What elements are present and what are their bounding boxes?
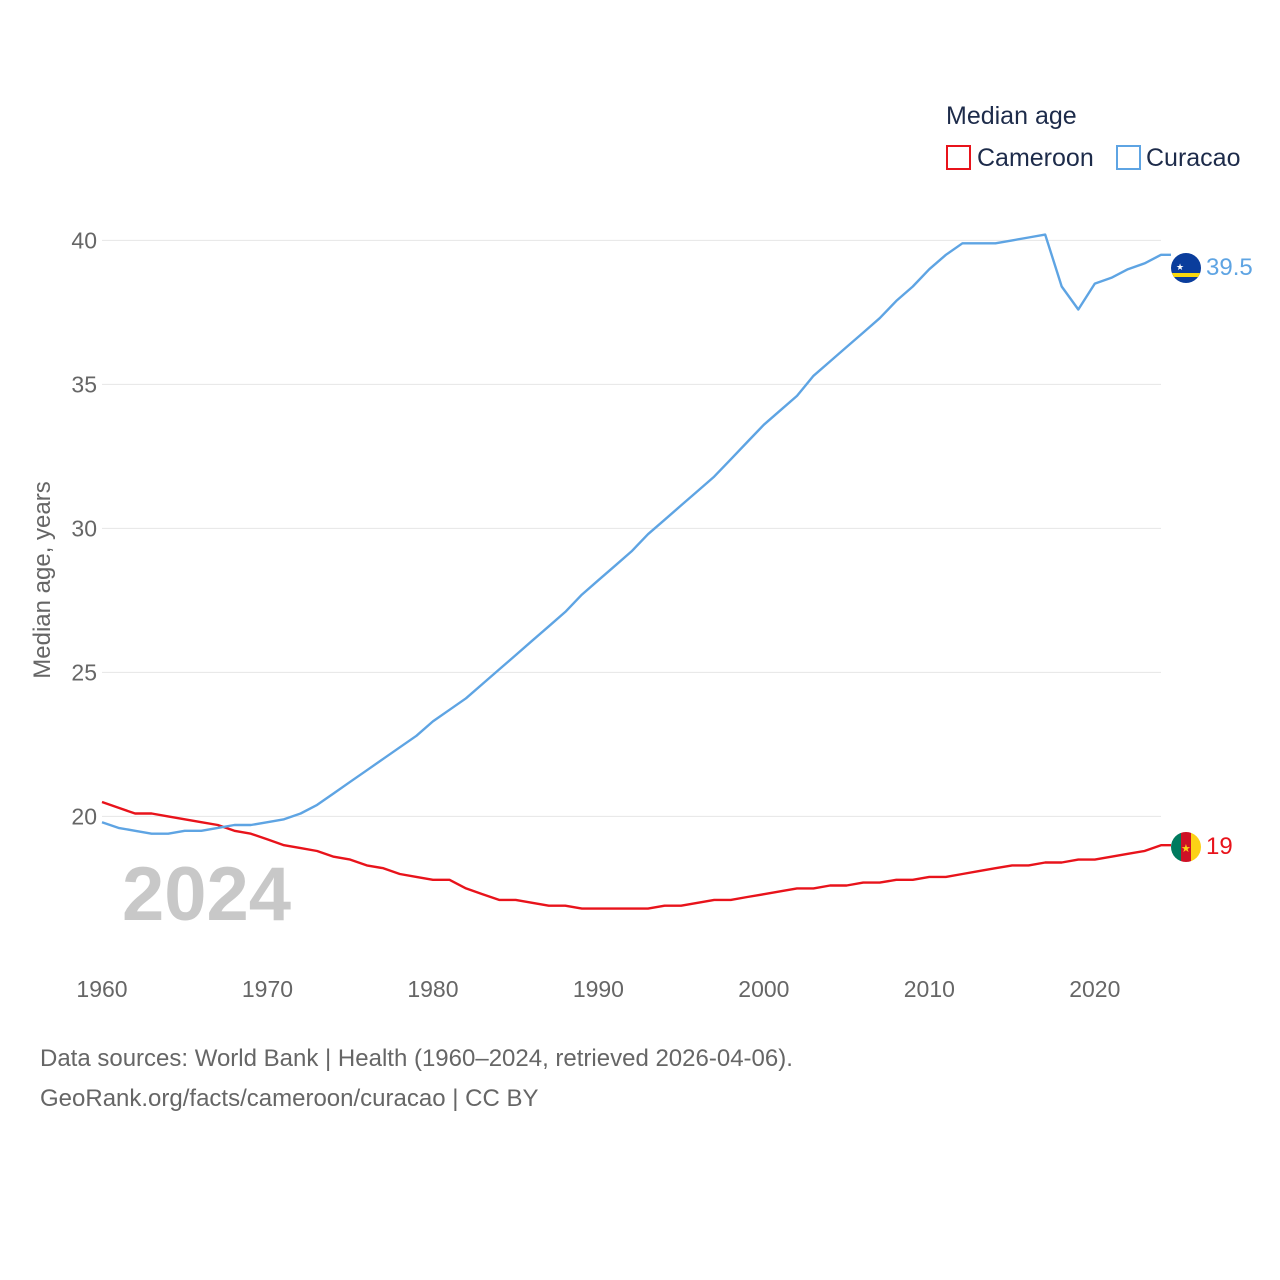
y-tick-label-35: 35 xyxy=(71,371,97,397)
legend-label-cameroon: Cameroon xyxy=(977,144,1094,172)
series-line-curacao[interactable] xyxy=(101,233,1171,835)
x-tick-label-1990: 1990 xyxy=(573,976,624,1002)
svg-text:★: ★ xyxy=(1176,263,1184,273)
x-tick-label-1980: 1980 xyxy=(407,976,458,1002)
legend-swatch-cameroon xyxy=(946,145,971,170)
x-tick-label-1970: 1970 xyxy=(242,976,293,1002)
x-tick-label-2000: 2000 xyxy=(738,976,789,1002)
legend-item-curacao[interactable]: Curacao xyxy=(1116,144,1241,172)
x-tick-label-1960: 1960 xyxy=(76,976,127,1002)
legend-swatch-curacao xyxy=(1116,145,1141,170)
series-lines xyxy=(101,233,1171,910)
year-watermark: 2024 xyxy=(122,852,291,937)
grid-lines xyxy=(102,239,1161,817)
x-axis-ticks: 1960 1970 1980 1990 2000 2010 2020 xyxy=(76,976,1120,1002)
y-axis-label: Median age, years xyxy=(29,481,56,678)
x-tick-label-2010: 2010 xyxy=(904,976,955,1002)
y-tick-label-30: 30 xyxy=(71,515,97,541)
x-tick-label-2020: 2020 xyxy=(1069,976,1120,1002)
legend-label-curacao: Curacao xyxy=(1146,144,1241,172)
end-label-curacao: 39.5 xyxy=(1206,254,1253,281)
credit-link[interactable]: GeoRank.org/facts/cameroon/curacao | CC … xyxy=(40,1085,539,1112)
y-tick-label-20: 20 xyxy=(71,803,97,829)
legend: Median age Cameroon Curacao xyxy=(946,102,1241,172)
y-axis-ticks: 20 25 30 35 40 xyxy=(71,227,97,829)
curacao-flag-icon: ★ xyxy=(1171,253,1201,283)
cameroon-flag-icon: ★ xyxy=(1171,832,1201,862)
end-label-cameroon: 19 xyxy=(1206,833,1233,860)
y-tick-label-25: 25 xyxy=(71,659,97,685)
source-note: Data sources: World Bank | Health (1960–… xyxy=(40,1045,793,1072)
series-line-cameroon[interactable] xyxy=(101,800,1171,910)
svg-text:★: ★ xyxy=(1181,842,1191,855)
legend-title: Median age xyxy=(946,102,1077,130)
y-tick-label-40: 40 xyxy=(71,227,97,253)
legend-item-cameroon[interactable]: Cameroon xyxy=(946,144,1094,172)
